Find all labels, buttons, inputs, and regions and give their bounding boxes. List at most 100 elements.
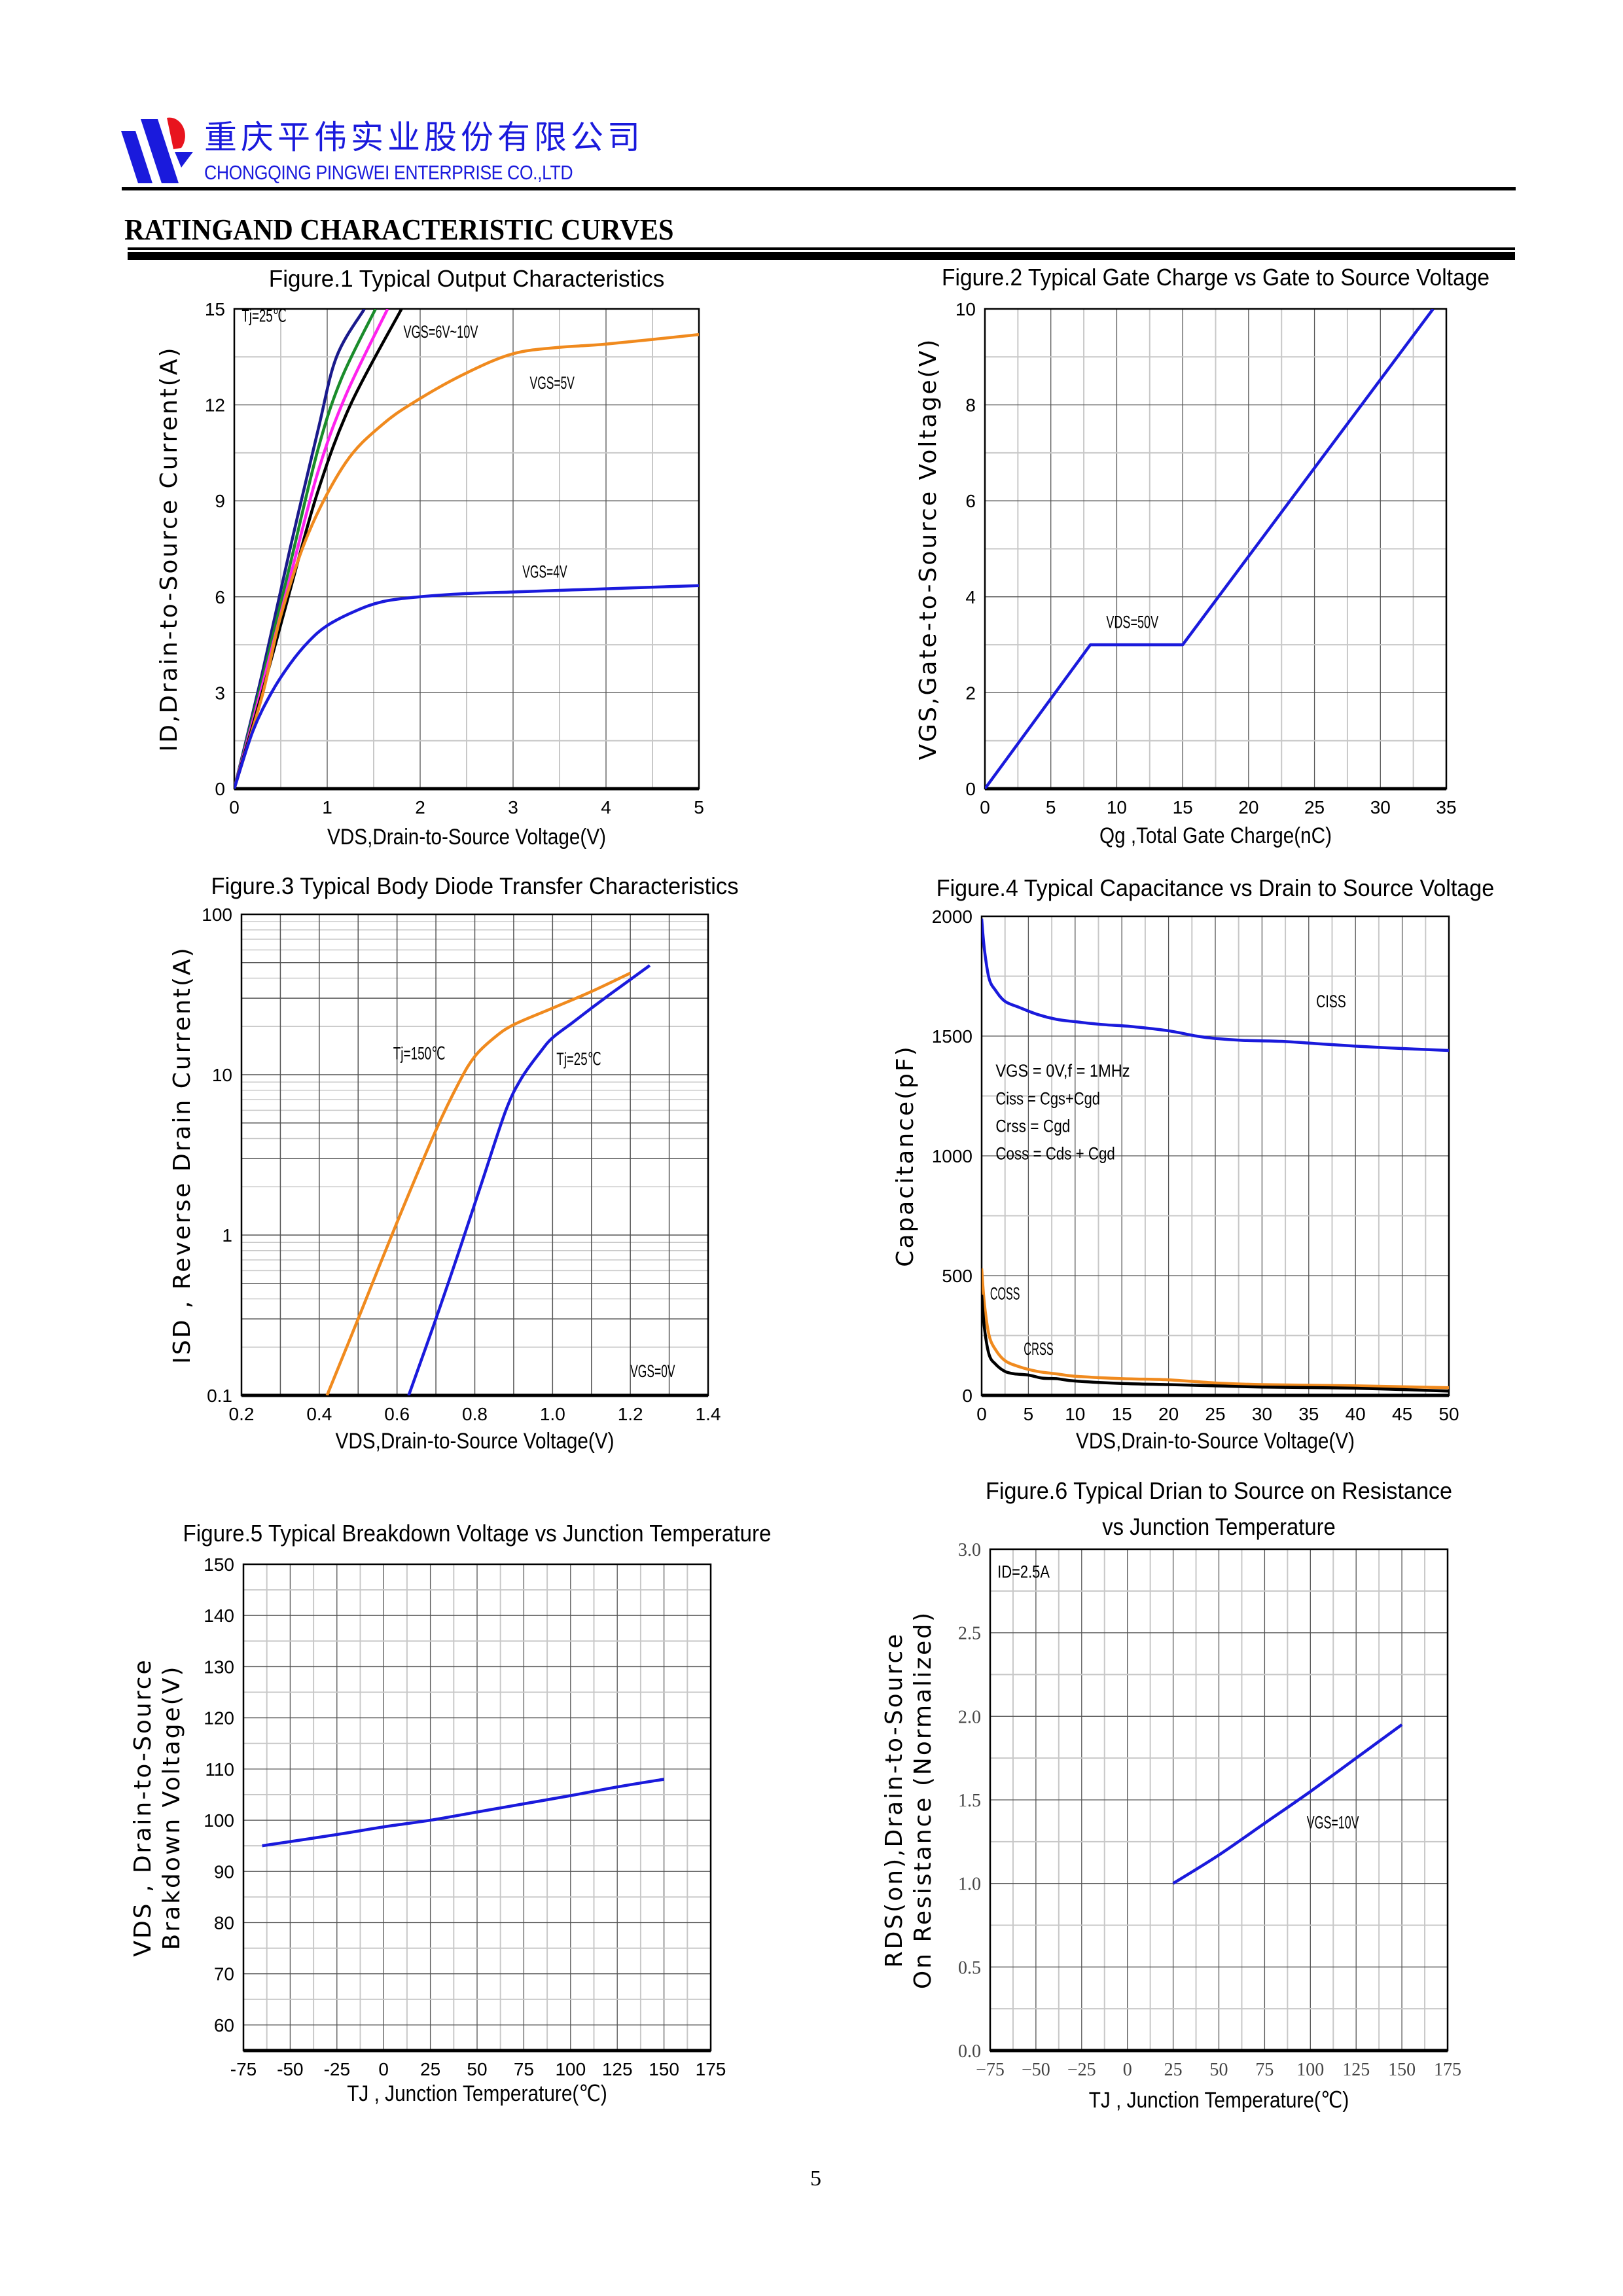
- x-axis-label: VDS,Drain-to-Source Voltage(V): [336, 1429, 615, 1454]
- y-tick-label: 8: [965, 395, 976, 416]
- x-tick-label: 175: [696, 2059, 726, 2079]
- y-tick-label: 2.0: [958, 1707, 981, 1727]
- y-tick-label: 4: [965, 587, 976, 607]
- series-line-tj-25-: [407, 964, 651, 1395]
- y-axis-label: Brakdown Voltage(V): [158, 1665, 185, 1950]
- series-line-bvdss: [262, 1778, 664, 1848]
- x-tick-label: 35: [1298, 1404, 1319, 1424]
- x-axis-label: TJ , Junction Temperature(℃): [347, 2081, 607, 2106]
- annotation-label: Coss = Cds + Cgd: [995, 1143, 1115, 1163]
- y-tick-label: 1.0: [958, 1874, 981, 1895]
- y-tick-label: 0: [965, 779, 976, 799]
- annotation-label: VGS=10V: [1307, 1812, 1359, 1832]
- x-tick-label: 25: [1205, 1404, 1225, 1424]
- annotation-label: CRSS: [1024, 1339, 1054, 1359]
- company-name-cn: 重庆平伟实业股份有限公司: [204, 118, 644, 156]
- x-axis-label: VDS,Drain-to-Source Voltage(V): [327, 825, 606, 850]
- y-tick-label: 110: [205, 1759, 234, 1780]
- x-tick-label: 125: [1342, 2060, 1370, 2080]
- x-tick-label: −25: [1067, 2060, 1096, 2080]
- y-axis-label: ISD , Reverse Drain Current(A): [169, 946, 196, 1363]
- x-tick-label: 20: [1158, 1404, 1179, 1424]
- y-axis-label: VGS,Gate-to-Source Voltage(V): [915, 338, 942, 761]
- x-tick-label: 150: [1388, 2060, 1416, 2080]
- x-axis-label: VDS,Drain-to-Source Voltage(V): [1076, 1429, 1355, 1454]
- company-name-en: CHONGQING PINGWEI ENTERPRISE CO.,LTD: [204, 161, 573, 184]
- chart-title: Figure.3 Typical Body Diode Transfer Cha…: [211, 872, 739, 899]
- x-tick-label: 100: [555, 2059, 586, 2079]
- y-tick-label: 100: [204, 1810, 234, 1831]
- chart-title: Figure.6 Typical Drian to Source on Resi…: [986, 1477, 1452, 1504]
- series-line-vds-50v: [985, 309, 1435, 789]
- y-tick-label: 9: [215, 491, 225, 511]
- y-tick-label: 2.5: [958, 1624, 981, 1644]
- x-tick-label: 15: [1173, 797, 1193, 817]
- x-tick-label: 30: [1252, 1404, 1272, 1424]
- y-tick-label: 90: [214, 1861, 234, 1882]
- fig2-chart: Figure.2 Typical Gate Charge vs Gate to …: [915, 264, 1489, 848]
- y-tick-label: 1000: [932, 1146, 972, 1166]
- y-tick-label: 60: [214, 2015, 234, 2036]
- annotation-label: Tj=150℃: [393, 1043, 446, 1063]
- annotation-label: VGS=6V~10V: [403, 322, 478, 342]
- x-tick-label: −75: [976, 2060, 1005, 2080]
- y-tick-label: 6: [215, 587, 225, 607]
- x-tick-label: 75: [1255, 2060, 1274, 2080]
- y-tick-label: 1500: [932, 1026, 972, 1047]
- x-axis-label: TJ , Junction Temperature(℃): [1089, 2088, 1349, 2113]
- annotation-label: Tj=25℃: [241, 306, 286, 326]
- annotation-label: VGS = 0V,f = 1MHz: [995, 1061, 1130, 1081]
- logo-stripe-left: [121, 131, 152, 183]
- title-divider-thin: [128, 247, 1515, 250]
- y-axis-label: VDS , Drain-to-Source: [130, 1658, 156, 1956]
- x-tick-label: -25: [324, 2059, 350, 2079]
- x-tick-label: 20: [1238, 797, 1258, 817]
- annotation-label: VGS=4V: [522, 562, 567, 581]
- y-tick-label: 130: [204, 1657, 234, 1677]
- x-tick-label: -50: [277, 2059, 303, 2079]
- y-tick-label: 12: [205, 395, 225, 416]
- header-divider: [122, 187, 1516, 190]
- x-tick-label: 25: [1164, 2060, 1183, 2080]
- y-tick-label: 0: [962, 1386, 972, 1406]
- annotation-label: Tj=25℃: [556, 1049, 601, 1069]
- logo-red-circle: [167, 117, 185, 149]
- x-tick-label: 5: [1024, 1404, 1034, 1424]
- y-tick-label: 2000: [932, 906, 972, 927]
- annotation-label: COSS: [990, 1284, 1020, 1304]
- title-divider-thick: [128, 252, 1515, 260]
- fig6-chart: Figure.6 Typical Drian to Source on Resi…: [881, 1477, 1461, 2113]
- x-tick-label: 2: [415, 797, 425, 817]
- x-tick-label: 1: [322, 797, 332, 817]
- x-tick-label: 40: [1346, 1404, 1366, 1424]
- y-axis-label: ID,Drain-to-Source Current(A): [156, 346, 183, 752]
- chart-title: Figure.4 Typical Capacitance vs Drain to…: [936, 874, 1495, 901]
- annotation-label: CISS: [1316, 992, 1346, 1011]
- x-tick-label: 1.2: [618, 1404, 643, 1424]
- x-tick-label: 0: [229, 797, 240, 817]
- y-tick-label: 500: [942, 1266, 972, 1286]
- series-line-crss: [982, 1295, 1449, 1393]
- fig1-chart: Figure.1 Typical Output Characteristics 0…: [156, 265, 704, 850]
- chart-title: Figure.1 Typical Output Characteristics: [269, 265, 665, 292]
- series-line-coss: [982, 1268, 1449, 1390]
- y-tick-label: 10: [212, 1065, 232, 1085]
- x-tick-label: 10: [1107, 797, 1127, 817]
- x-tick-label: 0.4: [306, 1404, 332, 1424]
- x-tick-label: 4: [601, 797, 611, 817]
- y-axis-label: Capacitance(pF): [892, 1045, 919, 1267]
- x-tick-label: 0: [1123, 2060, 1132, 2080]
- y-tick-label: 0: [215, 779, 225, 799]
- x-tick-label: 5: [694, 797, 704, 817]
- x-tick-label: 30: [1370, 797, 1391, 817]
- series-line-vgs-4v: [234, 584, 699, 789]
- y-tick-label: 15: [205, 299, 225, 319]
- y-tick-label: 70: [214, 1964, 234, 1984]
- x-tick-label: 0.8: [462, 1404, 488, 1424]
- x-tick-label: 25: [420, 2059, 440, 2079]
- annotation-label: Ciss = Cgs+Cgd: [995, 1088, 1100, 1108]
- y-tick-label: 80: [214, 1912, 234, 1933]
- x-tick-label: 0.6: [384, 1404, 410, 1424]
- y-tick-label: 0.1: [207, 1386, 232, 1406]
